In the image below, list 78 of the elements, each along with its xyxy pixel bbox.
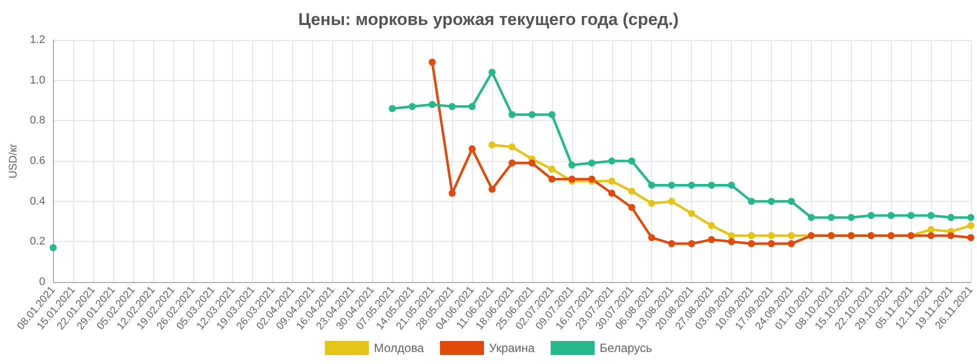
point <box>408 103 416 110</box>
point <box>468 103 476 110</box>
point <box>708 236 716 244</box>
point <box>748 232 755 240</box>
point <box>468 145 476 152</box>
point <box>608 158 616 164</box>
point <box>488 186 496 193</box>
point <box>488 68 496 76</box>
point <box>628 204 636 211</box>
point <box>528 160 536 167</box>
point <box>668 182 676 189</box>
point <box>967 214 974 221</box>
point <box>788 198 795 205</box>
point <box>508 111 516 118</box>
y-tick-label: 0 <box>39 276 46 288</box>
point <box>608 178 616 185</box>
point <box>927 232 934 240</box>
point <box>648 182 656 189</box>
point <box>967 222 974 230</box>
point <box>528 111 536 118</box>
point <box>648 234 656 242</box>
point <box>608 190 616 197</box>
point <box>448 190 456 197</box>
point <box>768 232 775 240</box>
point <box>688 210 696 217</box>
point <box>728 238 735 246</box>
point <box>548 176 556 183</box>
point <box>748 240 755 248</box>
y-tick-label: 0.8 <box>30 114 46 127</box>
point <box>668 198 676 205</box>
y-tick-label: 0.6 <box>30 155 46 167</box>
y-axis-title: USD/кг <box>8 143 20 179</box>
point <box>947 232 954 240</box>
point <box>508 143 516 150</box>
point <box>888 212 895 219</box>
legend-label: Украина <box>488 341 535 355</box>
point <box>548 111 556 118</box>
point <box>508 160 516 167</box>
y-tick-label: 1.0 <box>30 74 46 86</box>
point <box>50 244 57 252</box>
point <box>788 240 795 248</box>
point <box>388 105 396 112</box>
y-tick-label: 0.2 <box>30 236 46 248</box>
point <box>588 160 596 167</box>
point <box>768 240 775 248</box>
point <box>947 214 954 221</box>
point <box>967 234 974 242</box>
point <box>448 103 456 110</box>
point <box>428 101 436 108</box>
point <box>748 198 755 205</box>
point <box>668 240 676 248</box>
point <box>728 232 735 240</box>
point <box>768 198 775 205</box>
point <box>708 222 716 230</box>
point <box>848 214 855 221</box>
point <box>828 214 835 221</box>
point <box>688 240 696 248</box>
chart-title: Цены: морковь урожая текущего года (сред.) <box>298 10 679 29</box>
y-tick-label: 0.4 <box>30 195 46 208</box>
point <box>428 58 436 66</box>
legend-label: Беларусь <box>600 341 652 355</box>
point <box>628 158 636 164</box>
legend-label: Молдова <box>374 341 424 355</box>
point <box>708 182 716 189</box>
point <box>548 166 556 173</box>
point <box>868 212 875 219</box>
point <box>568 162 576 169</box>
point <box>908 212 915 219</box>
point <box>788 232 795 240</box>
point <box>808 214 815 221</box>
point <box>488 141 496 148</box>
point <box>628 188 636 195</box>
point <box>927 226 934 234</box>
y-tick-label: 1.2 <box>30 34 46 46</box>
point <box>688 182 696 189</box>
point <box>728 182 735 189</box>
point <box>648 200 656 207</box>
point <box>927 212 934 219</box>
